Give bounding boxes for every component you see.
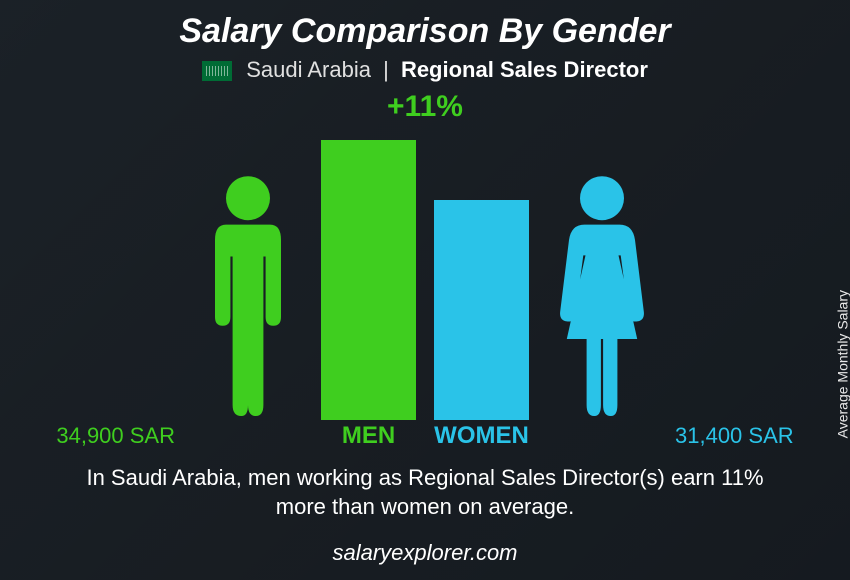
job-title-label: Regional Sales Director [401,57,648,82]
men-salary-label: 34,900 SAR [15,423,175,449]
subtitle-row: Saudi Arabia | Regional Sales Director [0,51,850,83]
page-title: Salary Comparison By Gender [0,0,850,51]
women-salary-label: 31,400 SAR [675,423,835,449]
side-axis-label: Average Monthly Salary [834,290,850,438]
women-bar [434,200,529,420]
country-label: Saudi Arabia [246,57,371,82]
description-text: In Saudi Arabia, men working as Regional… [60,463,790,522]
infographic-container: Salary Comparison By Gender Saudi Arabia… [0,0,850,580]
men-gender-label: MEN [321,422,416,450]
male-icon [193,170,303,420]
women-gender-label: WOMEN [434,422,529,450]
labels-row: 34,900 SAR MEN WOMEN 31,400 SAR [0,422,850,450]
chart-area: +11% [0,90,850,460]
female-icon [547,170,657,420]
percentage-label: +11% [0,90,850,124]
figures-row [0,130,850,420]
footer-text: salaryexplorer.com [0,540,850,566]
separator: | [383,57,389,82]
flag-icon [202,61,232,81]
men-bar [321,140,416,420]
